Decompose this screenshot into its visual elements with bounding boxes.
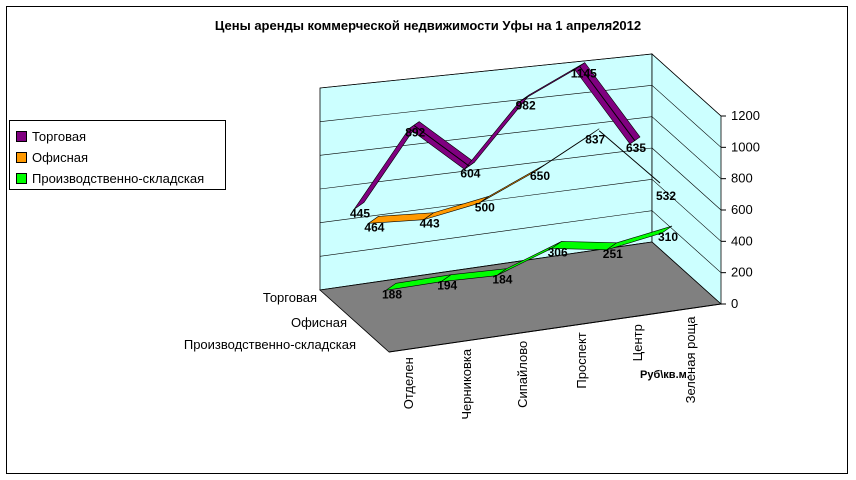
data-label: 604 <box>460 166 480 180</box>
data-label: 445 <box>350 206 370 220</box>
data-label: 1145 <box>571 67 597 81</box>
gridline <box>319 116 653 156</box>
series-axis-label: Производственно-складская <box>184 337 356 352</box>
y-axis-title: Руб\кв.м. <box>640 369 690 381</box>
legend-label-industrial: Производственно-складская <box>32 170 205 186</box>
data-label: 837 <box>585 133 605 147</box>
data-label: 635 <box>626 141 646 155</box>
gridline-side <box>651 116 722 179</box>
data-label: 982 <box>516 99 536 113</box>
series-ribbon-2 <box>606 225 673 251</box>
connector-line <box>579 66 636 142</box>
data-label: 306 <box>548 245 568 259</box>
data-label: 464 <box>364 220 384 234</box>
legend-label-trade: Торговая <box>32 128 87 144</box>
gridline-side <box>651 147 722 211</box>
data-label: 251 <box>603 247 623 261</box>
legend-label-office: Офисная <box>32 149 89 165</box>
data-label: 650 <box>530 169 550 183</box>
y-tick-label: 200 <box>731 265 753 280</box>
x-tick-label: Зеленая роща <box>683 316 698 404</box>
series-axis-label: Офисная <box>291 315 347 330</box>
connector-line <box>413 125 470 167</box>
y-tick-label: 1200 <box>731 108 760 123</box>
x-tick-label: Сипайлово <box>515 341 530 408</box>
legend-item-industrial: Производственно-складская <box>16 169 204 187</box>
gridline <box>319 210 653 257</box>
y-tick-label: 1000 <box>731 139 760 154</box>
x-tick-label: Отделен <box>401 357 416 409</box>
data-label: 892 <box>405 126 425 140</box>
data-label: 184 <box>492 273 512 287</box>
y-tick-label: 400 <box>731 233 753 248</box>
y-tick-label: 600 <box>731 202 753 217</box>
legend-swatch-industrial <box>16 172 27 184</box>
x-axis-line <box>388 303 722 353</box>
data-label: 500 <box>475 200 495 214</box>
legend: Торговая Офисная Производственно-складск… <box>9 120 226 190</box>
legend-swatch-office <box>16 151 27 163</box>
x-tick-label: Центр <box>630 324 645 361</box>
data-label-extra: 532 <box>656 189 676 203</box>
gridline-side <box>651 53 722 117</box>
gridline <box>319 179 653 223</box>
data-label: 194 <box>437 279 457 293</box>
data-label: 443 <box>420 217 440 231</box>
y-tick-label: 0 <box>731 296 738 311</box>
connector-line <box>598 130 661 184</box>
series-axis-label: Торговая <box>263 290 317 305</box>
y-tick-label: 800 <box>731 171 753 186</box>
legend-item-trade: Торговая <box>16 127 86 145</box>
legend-item-office: Офисная <box>16 148 88 166</box>
chart-title: Цены аренды коммерческой недвижимости Уф… <box>214 18 642 33</box>
data-label: 310 <box>658 230 678 244</box>
gridline <box>319 53 653 89</box>
x-tick-label: Черниковка <box>459 348 474 420</box>
x-tick-label: Проспект <box>574 332 589 388</box>
gridline-side <box>651 179 722 242</box>
gridline-side <box>651 210 722 273</box>
legend-swatch-trade <box>16 130 27 142</box>
series-ribbon-1 <box>533 128 600 173</box>
gridline-side <box>651 85 722 148</box>
data-label: 188 <box>382 287 402 301</box>
